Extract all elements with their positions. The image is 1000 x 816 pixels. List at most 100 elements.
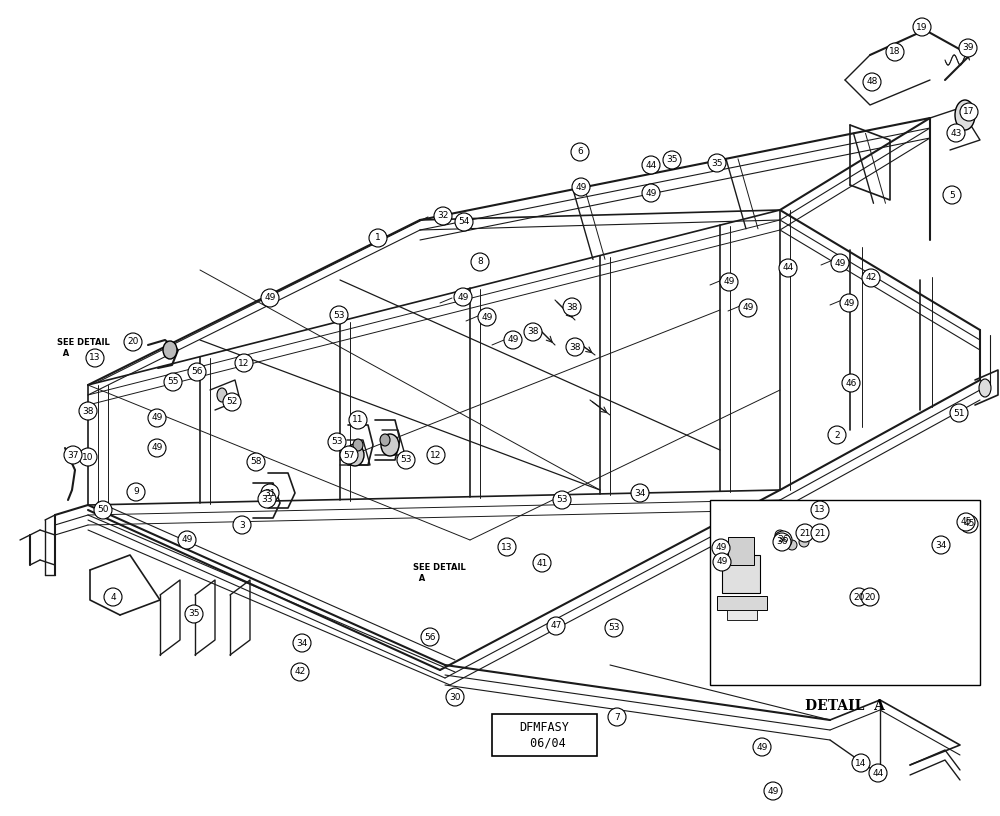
Circle shape [713,553,731,571]
Circle shape [753,738,771,756]
Text: 8: 8 [477,258,483,267]
Text: 4: 4 [110,592,116,601]
Circle shape [454,288,472,306]
Circle shape [566,338,584,356]
Circle shape [148,409,166,427]
Text: 12: 12 [238,358,250,367]
Text: 21: 21 [799,529,811,538]
Circle shape [127,483,145,501]
Ellipse shape [775,530,785,540]
Text: 35: 35 [666,156,678,165]
Text: 54: 54 [458,218,470,227]
Circle shape [947,124,965,142]
Circle shape [434,207,452,225]
Text: 37: 37 [67,450,79,459]
Circle shape [828,426,846,444]
Circle shape [261,484,279,502]
Text: 10: 10 [82,453,94,462]
Circle shape [553,491,571,509]
Text: 53: 53 [331,437,343,446]
Text: 38: 38 [566,303,578,312]
Text: 49: 49 [507,335,519,344]
Text: 13: 13 [501,543,513,552]
Circle shape [708,154,726,172]
Circle shape [960,515,978,533]
Circle shape [328,433,346,451]
Text: 44: 44 [782,264,794,273]
Ellipse shape [955,100,975,130]
Text: 57: 57 [343,450,355,459]
Text: 1: 1 [375,233,381,242]
Circle shape [233,516,251,534]
Circle shape [86,349,104,367]
Circle shape [863,73,881,91]
Circle shape [397,451,415,469]
Text: 49: 49 [645,188,657,197]
Circle shape [862,269,880,287]
Text: 53: 53 [333,311,345,320]
Circle shape [631,484,649,502]
Text: 20: 20 [853,592,865,601]
Circle shape [124,333,142,351]
Circle shape [369,229,387,247]
Bar [728,537,754,565]
Circle shape [572,178,590,196]
Text: 49: 49 [716,557,728,566]
Circle shape [869,764,887,782]
Text: 43: 43 [950,128,962,138]
Text: 18: 18 [889,47,901,56]
Text: 34: 34 [296,638,308,648]
Circle shape [913,18,931,36]
Circle shape [446,688,464,706]
Text: 38: 38 [569,343,581,352]
Text: 42: 42 [294,667,306,676]
Circle shape [663,151,681,169]
Text: 3: 3 [239,521,245,530]
Text: 46: 46 [845,379,857,388]
Text: 49: 49 [742,304,754,313]
Text: 5: 5 [949,190,955,199]
Text: 44: 44 [872,769,884,778]
Text: 35: 35 [711,158,723,167]
Circle shape [605,619,623,637]
Bar [722,555,760,593]
Text: 34: 34 [935,540,947,549]
Text: 49: 49 [481,313,493,322]
Text: 45: 45 [963,520,975,529]
Bar [710,500,980,685]
Ellipse shape [163,341,177,359]
Circle shape [340,446,358,464]
Circle shape [185,605,203,623]
Ellipse shape [979,379,991,397]
Circle shape [547,617,565,635]
Circle shape [79,448,97,466]
Circle shape [712,539,730,557]
Bar [492,714,596,756]
Text: 11: 11 [352,415,364,424]
Circle shape [840,294,858,312]
Circle shape [79,402,97,420]
Circle shape [148,439,166,457]
Circle shape [959,39,977,57]
Circle shape [779,259,797,277]
Text: 49: 49 [151,414,163,423]
Circle shape [498,538,516,556]
Text: DETAIL  A: DETAIL A [805,699,885,713]
Circle shape [796,524,814,542]
Text: 49: 49 [715,543,727,552]
Circle shape [524,323,542,341]
Circle shape [861,588,879,606]
Circle shape [188,363,206,381]
Circle shape [932,536,950,554]
Circle shape [293,634,311,652]
Ellipse shape [380,434,390,446]
Circle shape [164,373,182,391]
Text: 50: 50 [97,505,109,515]
Text: 42: 42 [865,273,877,282]
Text: 49: 49 [834,259,846,268]
Text: 48: 48 [866,78,878,86]
Text: 49: 49 [767,787,779,796]
Circle shape [504,331,522,349]
Circle shape [842,374,860,392]
Ellipse shape [381,434,399,456]
